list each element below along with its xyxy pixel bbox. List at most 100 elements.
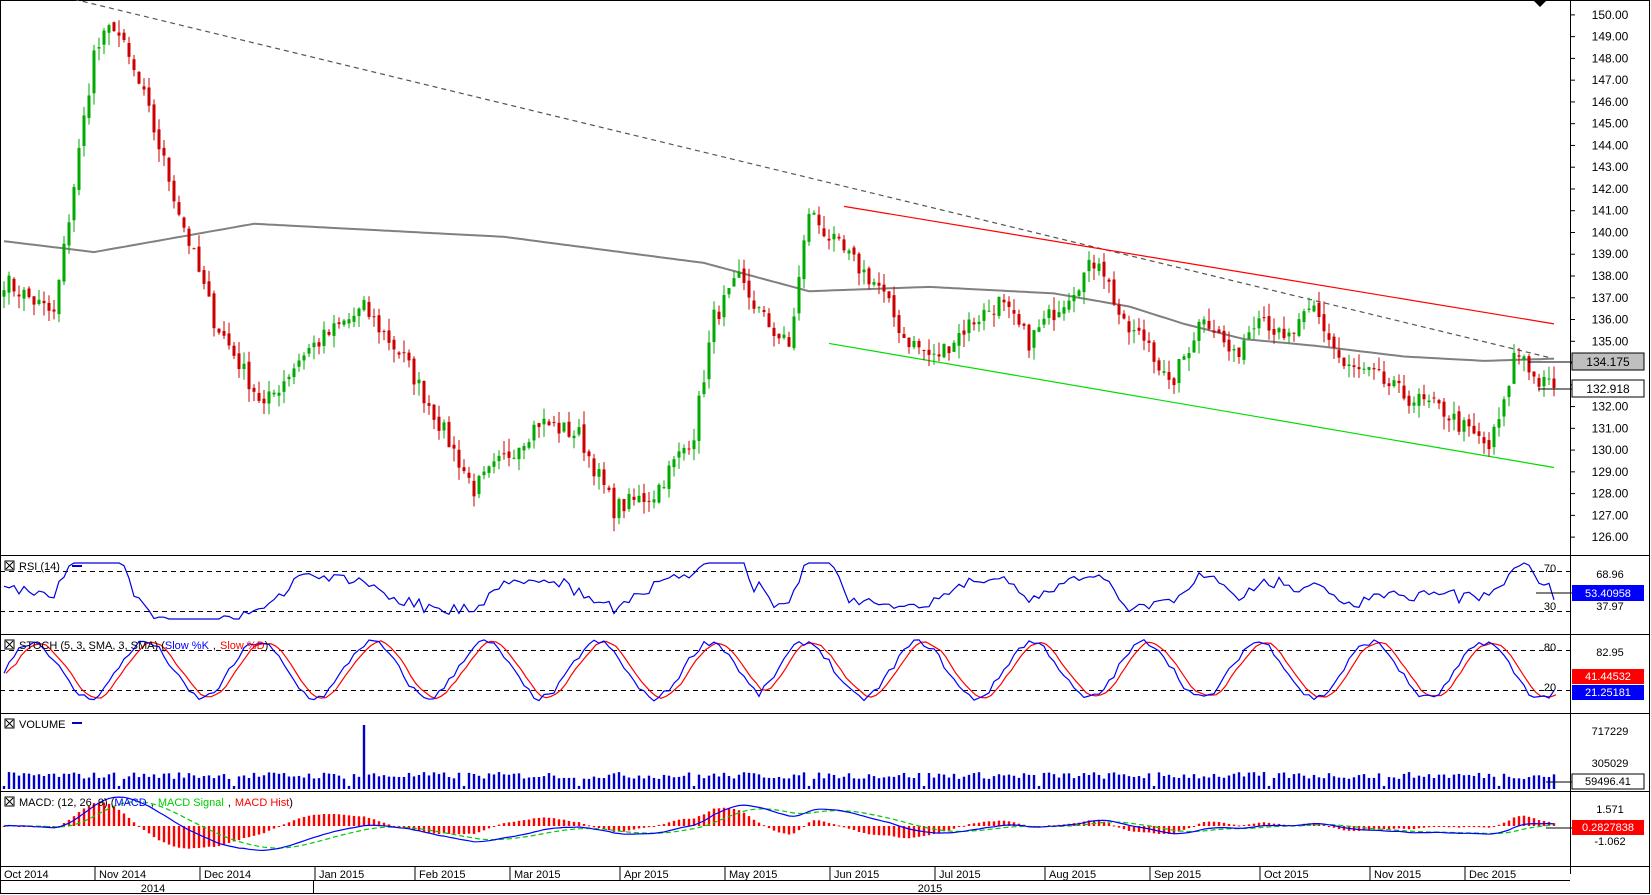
macd-hist-bar (497, 824, 501, 826)
panel-menu-icon[interactable] (1533, 0, 1547, 7)
volume-bar (277, 773, 281, 789)
candle-body (742, 268, 746, 283)
macd-hist-bar (222, 826, 226, 845)
volume-bar (1262, 772, 1266, 789)
candle-body (2, 290, 6, 297)
macd-hist-bar (637, 826, 641, 829)
candle-body (122, 32, 126, 40)
volume-bar (927, 773, 931, 789)
macd-hist-bar (697, 816, 701, 826)
candle-body (452, 444, 456, 449)
macd-hist-bar (577, 822, 581, 826)
volume-bar (817, 772, 821, 789)
macd-hist-bar (817, 820, 821, 826)
macd-hist-bar (937, 826, 941, 834)
stoch-level-20: 20 (1544, 682, 1556, 694)
macd-hist-bar (867, 826, 871, 835)
candle-body (1477, 431, 1481, 436)
candle-body (947, 346, 951, 354)
macd-hist-bar (642, 826, 646, 828)
candle-body (1352, 365, 1356, 368)
macd-hist-bar (1512, 817, 1516, 826)
candle-body (1022, 323, 1026, 326)
macd-hist-bar (492, 826, 496, 827)
volume-bar (712, 773, 716, 789)
macd-hist-bar (342, 814, 346, 826)
candle-body (817, 214, 821, 226)
volume-bar (932, 777, 936, 789)
macd-hist-bar (602, 826, 606, 830)
volume-bar (727, 776, 731, 789)
candle-body (1037, 327, 1041, 332)
candle-body (487, 466, 491, 473)
volume-bar (302, 777, 306, 789)
macd-hist-bar (317, 814, 321, 826)
volume-bar (262, 775, 266, 789)
volume-bar (617, 772, 621, 789)
volume-bar (87, 777, 91, 789)
ma-value-box (1571, 352, 1645, 371)
macd-hist-bar (1437, 826, 1441, 827)
candle-body (807, 213, 811, 242)
volume-bar (462, 786, 466, 789)
candle-body (1307, 308, 1311, 310)
candle-body (372, 316, 376, 318)
candle-body (1272, 328, 1276, 335)
candle-body (1412, 402, 1416, 406)
candle-body (102, 30, 106, 45)
candle-body (607, 487, 611, 490)
volume-bar (587, 778, 591, 789)
candle-body (802, 240, 806, 280)
volume-bar (552, 775, 556, 789)
macd-hist-bar (947, 826, 951, 831)
candle-body (292, 368, 296, 378)
volume-bar (1312, 774, 1316, 789)
candle-body (567, 421, 571, 437)
volume-bar (382, 775, 386, 789)
macd-hist-bar (857, 826, 861, 832)
volume-bar (197, 777, 201, 789)
volume-bar (1252, 772, 1256, 789)
candle-body (212, 293, 216, 329)
volume-bar (127, 776, 131, 789)
stoch-k-value-box (1572, 685, 1644, 700)
macd-hist-bar (452, 826, 456, 834)
macd-hist-bar (747, 816, 751, 826)
candle-body (482, 471, 486, 476)
candle-body (177, 202, 181, 215)
volume-bar (177, 772, 181, 789)
price-tick-label: 127.00 (1592, 508, 1629, 522)
macd-hist-bar (277, 826, 281, 827)
macd-hist-bar (962, 825, 966, 827)
macd-hist-bar (1132, 826, 1136, 832)
candle-body (1222, 330, 1226, 343)
rsi-level-70: 70 (1544, 563, 1556, 575)
volume-bar (1507, 776, 1511, 789)
candle-body (1502, 399, 1506, 417)
macd-hist-bar (512, 821, 516, 826)
volume-bar (482, 778, 486, 789)
candle-body (12, 278, 16, 292)
candle-body (42, 300, 46, 304)
volume-bar (852, 778, 856, 789)
macd-hist-bar (792, 826, 796, 834)
volume-bar (1127, 776, 1131, 789)
volume-bar (392, 776, 396, 789)
candle-body (502, 453, 506, 455)
macd-hist-bar (1452, 826, 1456, 827)
macd-hist-bar (1087, 820, 1091, 826)
candle-body (222, 330, 226, 336)
year-label: 2015 (918, 883, 942, 895)
volume-bar (137, 777, 141, 789)
macd-hist-bar (442, 826, 446, 834)
volume-bar (1397, 778, 1401, 789)
volume-bar (642, 778, 646, 789)
volume-bar (1372, 777, 1376, 789)
rsi-level-30: 30 (1544, 601, 1556, 613)
stoch-label: STOCH (5, 3, SMA, 3, SMA) ( (19, 640, 165, 652)
volume-bar (202, 776, 206, 789)
month-label: Feb 2015 (419, 869, 465, 881)
candle-body (307, 347, 311, 354)
candle-body (1302, 311, 1306, 323)
macd-hist-bar (427, 826, 431, 833)
